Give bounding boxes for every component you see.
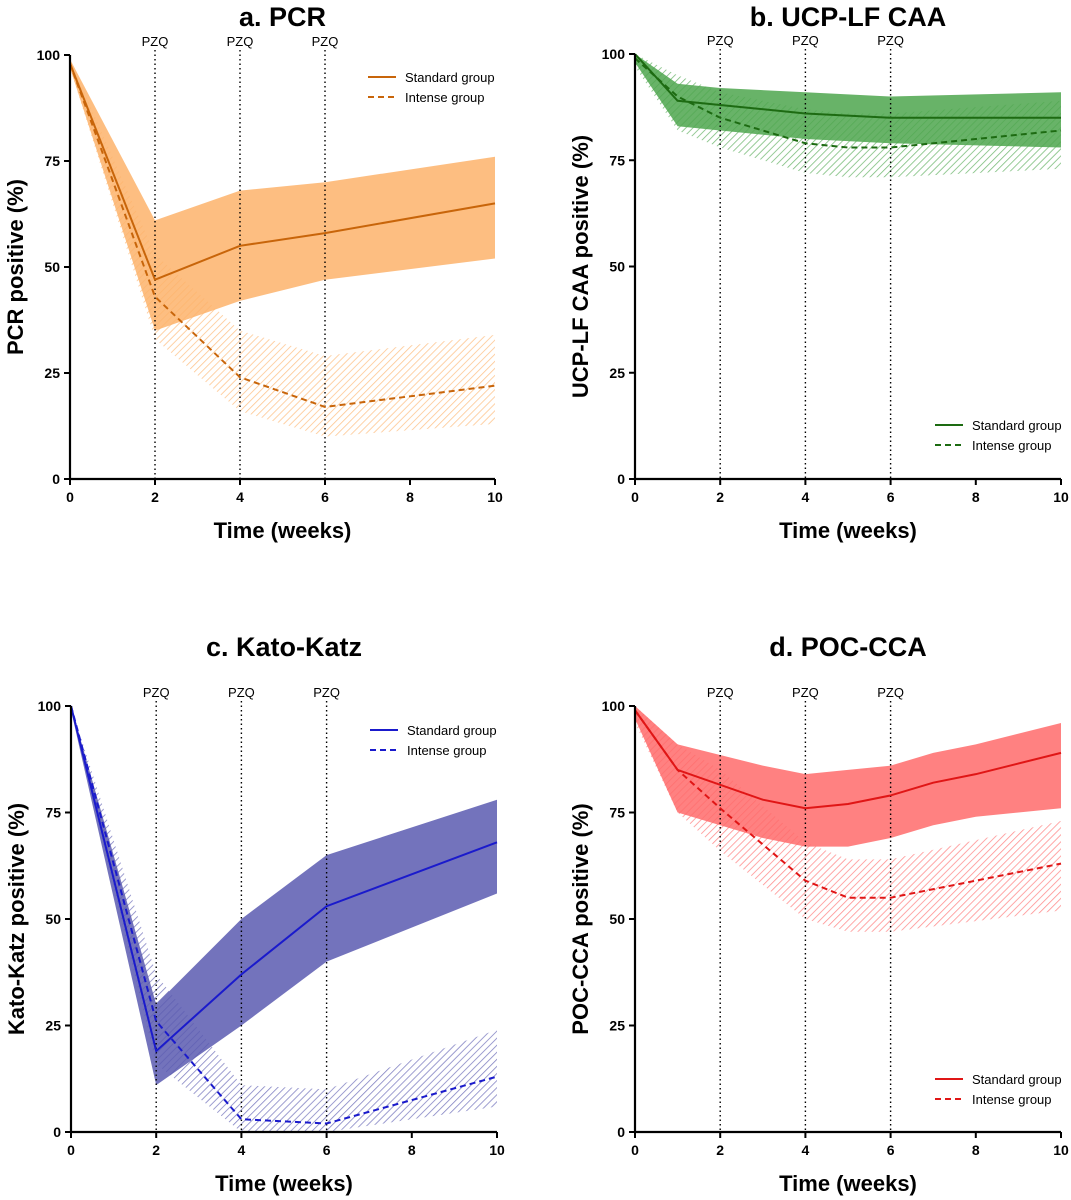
standard-ci-band — [71, 706, 497, 1086]
x-axis-label: Time (weeks) — [214, 518, 352, 543]
y-axis-label: POC-CCA positive (%) — [568, 803, 593, 1034]
panel-3: PZQ PZQ PZQ 0 25 50 75 100 0 2 4 6 8 10 c. Kato-Katz Ti… — [4, 632, 505, 1196]
y-tick-label: 25 — [609, 1018, 625, 1034]
y-tick-label: 50 — [609, 259, 625, 275]
y-tick-label: 50 — [45, 911, 61, 927]
y-tick-label: 0 — [53, 1124, 61, 1140]
legend-label: Standard group — [405, 70, 495, 85]
pzq-label: PZQ — [877, 685, 904, 700]
legend-label: Intense group — [972, 1092, 1052, 1107]
chart-title: d. POC-CCA — [769, 632, 927, 662]
x-tick-label: 0 — [67, 1142, 75, 1158]
pzq-label: PZQ — [312, 34, 339, 49]
panel-4: PZQ PZQ PZQ 0 25 50 75 100 0 2 4 6 8 10 d. POC-CCA Time… — [568, 632, 1069, 1196]
chart-title: b. UCP-LF CAA — [750, 2, 946, 32]
intense-group-line — [69, 63, 496, 408]
legend: Standard group Intense group — [935, 418, 1062, 453]
legend: Standard group Intense group — [935, 1072, 1062, 1107]
intense-ci-band — [70, 59, 495, 437]
x-tick-label: 6 — [321, 489, 329, 505]
intense-ci-band — [71, 706, 497, 1132]
legend-label: Intense group — [405, 90, 485, 105]
x-tick-label: 8 — [972, 1142, 980, 1158]
pzq-label: PZQ — [792, 33, 819, 48]
pzq-label: PZQ — [143, 685, 170, 700]
standard-group-line — [69, 63, 496, 282]
x-tick-label: 2 — [716, 489, 724, 505]
intense-group-line — [634, 57, 1062, 149]
x-tick-label: 2 — [152, 1142, 160, 1158]
x-tick-label: 8 — [972, 489, 980, 505]
x-tick-label: 10 — [1053, 489, 1069, 505]
y-tick-label: 75 — [609, 805, 625, 821]
pzq-label: PZQ — [142, 34, 169, 49]
x-axis-label: Time (weeks) — [215, 1171, 353, 1196]
x-axis-label: Time (weeks) — [779, 518, 917, 543]
pzq-label: PZQ — [877, 33, 904, 48]
intense-group-line — [634, 709, 1062, 899]
x-tick-label: 0 — [631, 489, 639, 505]
y-tick-label: 100 — [38, 698, 62, 714]
x-tick-label: 10 — [489, 1142, 505, 1158]
pzq-label: PZQ — [228, 685, 255, 700]
x-axis-label: Time (weeks) — [779, 1171, 917, 1196]
standard-group-line — [634, 53, 1061, 119]
y-tick-label: 25 — [45, 1018, 61, 1034]
legend-label: Standard group — [972, 1072, 1062, 1087]
pzq-label: PZQ — [313, 685, 340, 700]
y-tick-label: 50 — [609, 911, 625, 927]
x-tick-label: 2 — [151, 489, 159, 505]
legend-label: Standard group — [972, 418, 1062, 433]
y-tick-label: 50 — [44, 259, 60, 275]
x-tick-label: 8 — [408, 1142, 416, 1158]
x-tick-label: 6 — [887, 489, 895, 505]
chart-title: c. Kato-Katz — [206, 632, 362, 662]
x-tick-label: 0 — [66, 489, 74, 505]
standard-ci-band — [70, 59, 495, 331]
y-tick-label: 100 — [602, 46, 626, 62]
x-tick-label: 4 — [236, 489, 244, 505]
panel-2: PZQ PZQ PZQ 0 25 50 75 100 0 2 4 6 8 10 b. UCP-LF CAA T… — [568, 2, 1069, 543]
pzq-label: PZQ — [707, 685, 734, 700]
intense-group-line — [70, 705, 498, 1125]
y-tick-label: 25 — [44, 365, 60, 381]
chart-title: a. PCR — [239, 2, 326, 32]
y-axis-label: UCP-LF CAA positive (%) — [568, 135, 593, 398]
standard-group-line — [634, 709, 1062, 810]
x-tick-label: 4 — [802, 1142, 810, 1158]
x-tick-label: 2 — [716, 1142, 724, 1158]
x-tick-label: 4 — [802, 489, 810, 505]
pzq-label: PZQ — [792, 685, 819, 700]
legend: Standard group Intense group — [368, 70, 495, 105]
x-tick-label: 6 — [887, 1142, 895, 1158]
x-tick-label: 4 — [238, 1142, 246, 1158]
y-tick-label: 100 — [602, 698, 626, 714]
panel-1: PZQ PZQ PZQ 0 25 50 75 100 0 2 4 6 8 10 a. PCR Time (we… — [3, 2, 503, 543]
y-tick-label: 100 — [37, 47, 61, 63]
legend-label: Standard group — [407, 723, 497, 738]
x-tick-label: 0 — [631, 1142, 639, 1158]
y-axis-label: PCR positive (%) — [3, 179, 28, 355]
pzq-label: PZQ — [707, 33, 734, 48]
y-tick-label: 0 — [52, 471, 60, 487]
y-tick-label: 75 — [609, 152, 625, 168]
legend-label: Intense group — [972, 438, 1052, 453]
x-tick-label: 6 — [323, 1142, 331, 1158]
x-tick-label: 10 — [1053, 1142, 1069, 1158]
x-tick-label: 10 — [487, 489, 503, 505]
standard-group-line — [70, 705, 498, 1053]
y-tick-label: 0 — [617, 1124, 625, 1140]
y-tick-label: 0 — [617, 471, 625, 487]
intense-ci-band — [635, 706, 1061, 932]
legend: Standard group Intense group — [370, 723, 497, 758]
y-tick-label: 25 — [609, 365, 625, 381]
pzq-label: PZQ — [227, 34, 254, 49]
y-tick-label: 75 — [44, 153, 60, 169]
y-tick-label: 75 — [45, 805, 61, 821]
legend-label: Intense group — [407, 743, 487, 758]
y-axis-label: Kato-Katz positive (%) — [4, 803, 29, 1035]
x-tick-label: 8 — [406, 489, 414, 505]
